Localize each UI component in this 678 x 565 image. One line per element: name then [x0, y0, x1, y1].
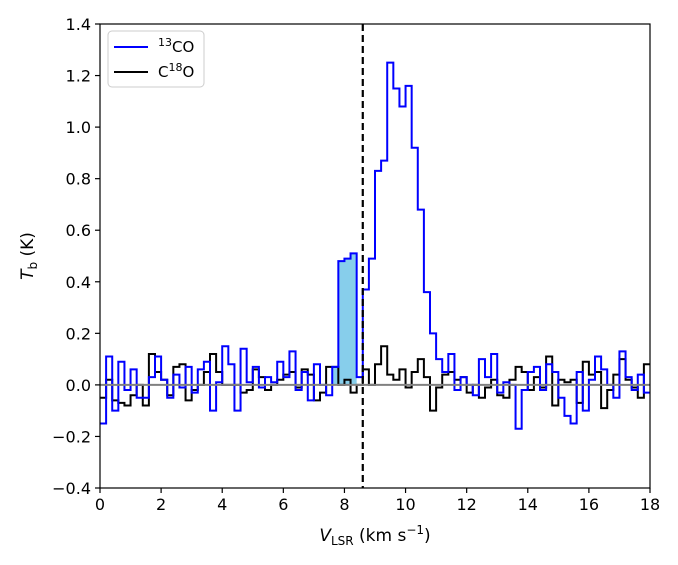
y-tick-label: 0.2 — [66, 324, 91, 343]
x-tick-label: 6 — [278, 495, 288, 514]
x-axis-title: VLSR (km s−1) — [319, 523, 430, 548]
plot-frame — [99, 23, 651, 489]
shaded-region — [332, 253, 357, 396]
x-tick-label: 2 — [156, 495, 166, 514]
x-tick-label: 8 — [339, 495, 349, 514]
x-tick-label: 10 — [395, 495, 415, 514]
x-tick-label: 12 — [456, 495, 476, 514]
y-axis-title: Tb (K) — [18, 232, 40, 280]
y-tick-label: 1.4 — [66, 15, 91, 34]
y-tick-label: −0.2 — [52, 427, 91, 446]
legend-label-13co: 13CO — [158, 36, 194, 56]
x-tick-label: 14 — [518, 495, 538, 514]
y-tick-label: −0.4 — [52, 479, 91, 498]
x-tick-label: 18 — [640, 495, 660, 514]
series-line-c18o — [100, 345, 650, 412]
series-line-13co — [100, 61, 650, 430]
x-tick-label: 0 — [95, 495, 105, 514]
y-tick-label: 1.2 — [66, 67, 91, 86]
x-tick-label: 16 — [579, 495, 599, 514]
y-tick-label: 0.0 — [66, 376, 91, 395]
y-tick-label: 0.8 — [66, 170, 91, 189]
y-tick-label: 0.4 — [66, 273, 91, 292]
x-tick-label: 4 — [217, 495, 227, 514]
legend-label-c18o: C18O — [158, 61, 194, 81]
y-tick-label: 0.6 — [66, 221, 91, 240]
y-tick-label: 1.0 — [66, 118, 91, 137]
